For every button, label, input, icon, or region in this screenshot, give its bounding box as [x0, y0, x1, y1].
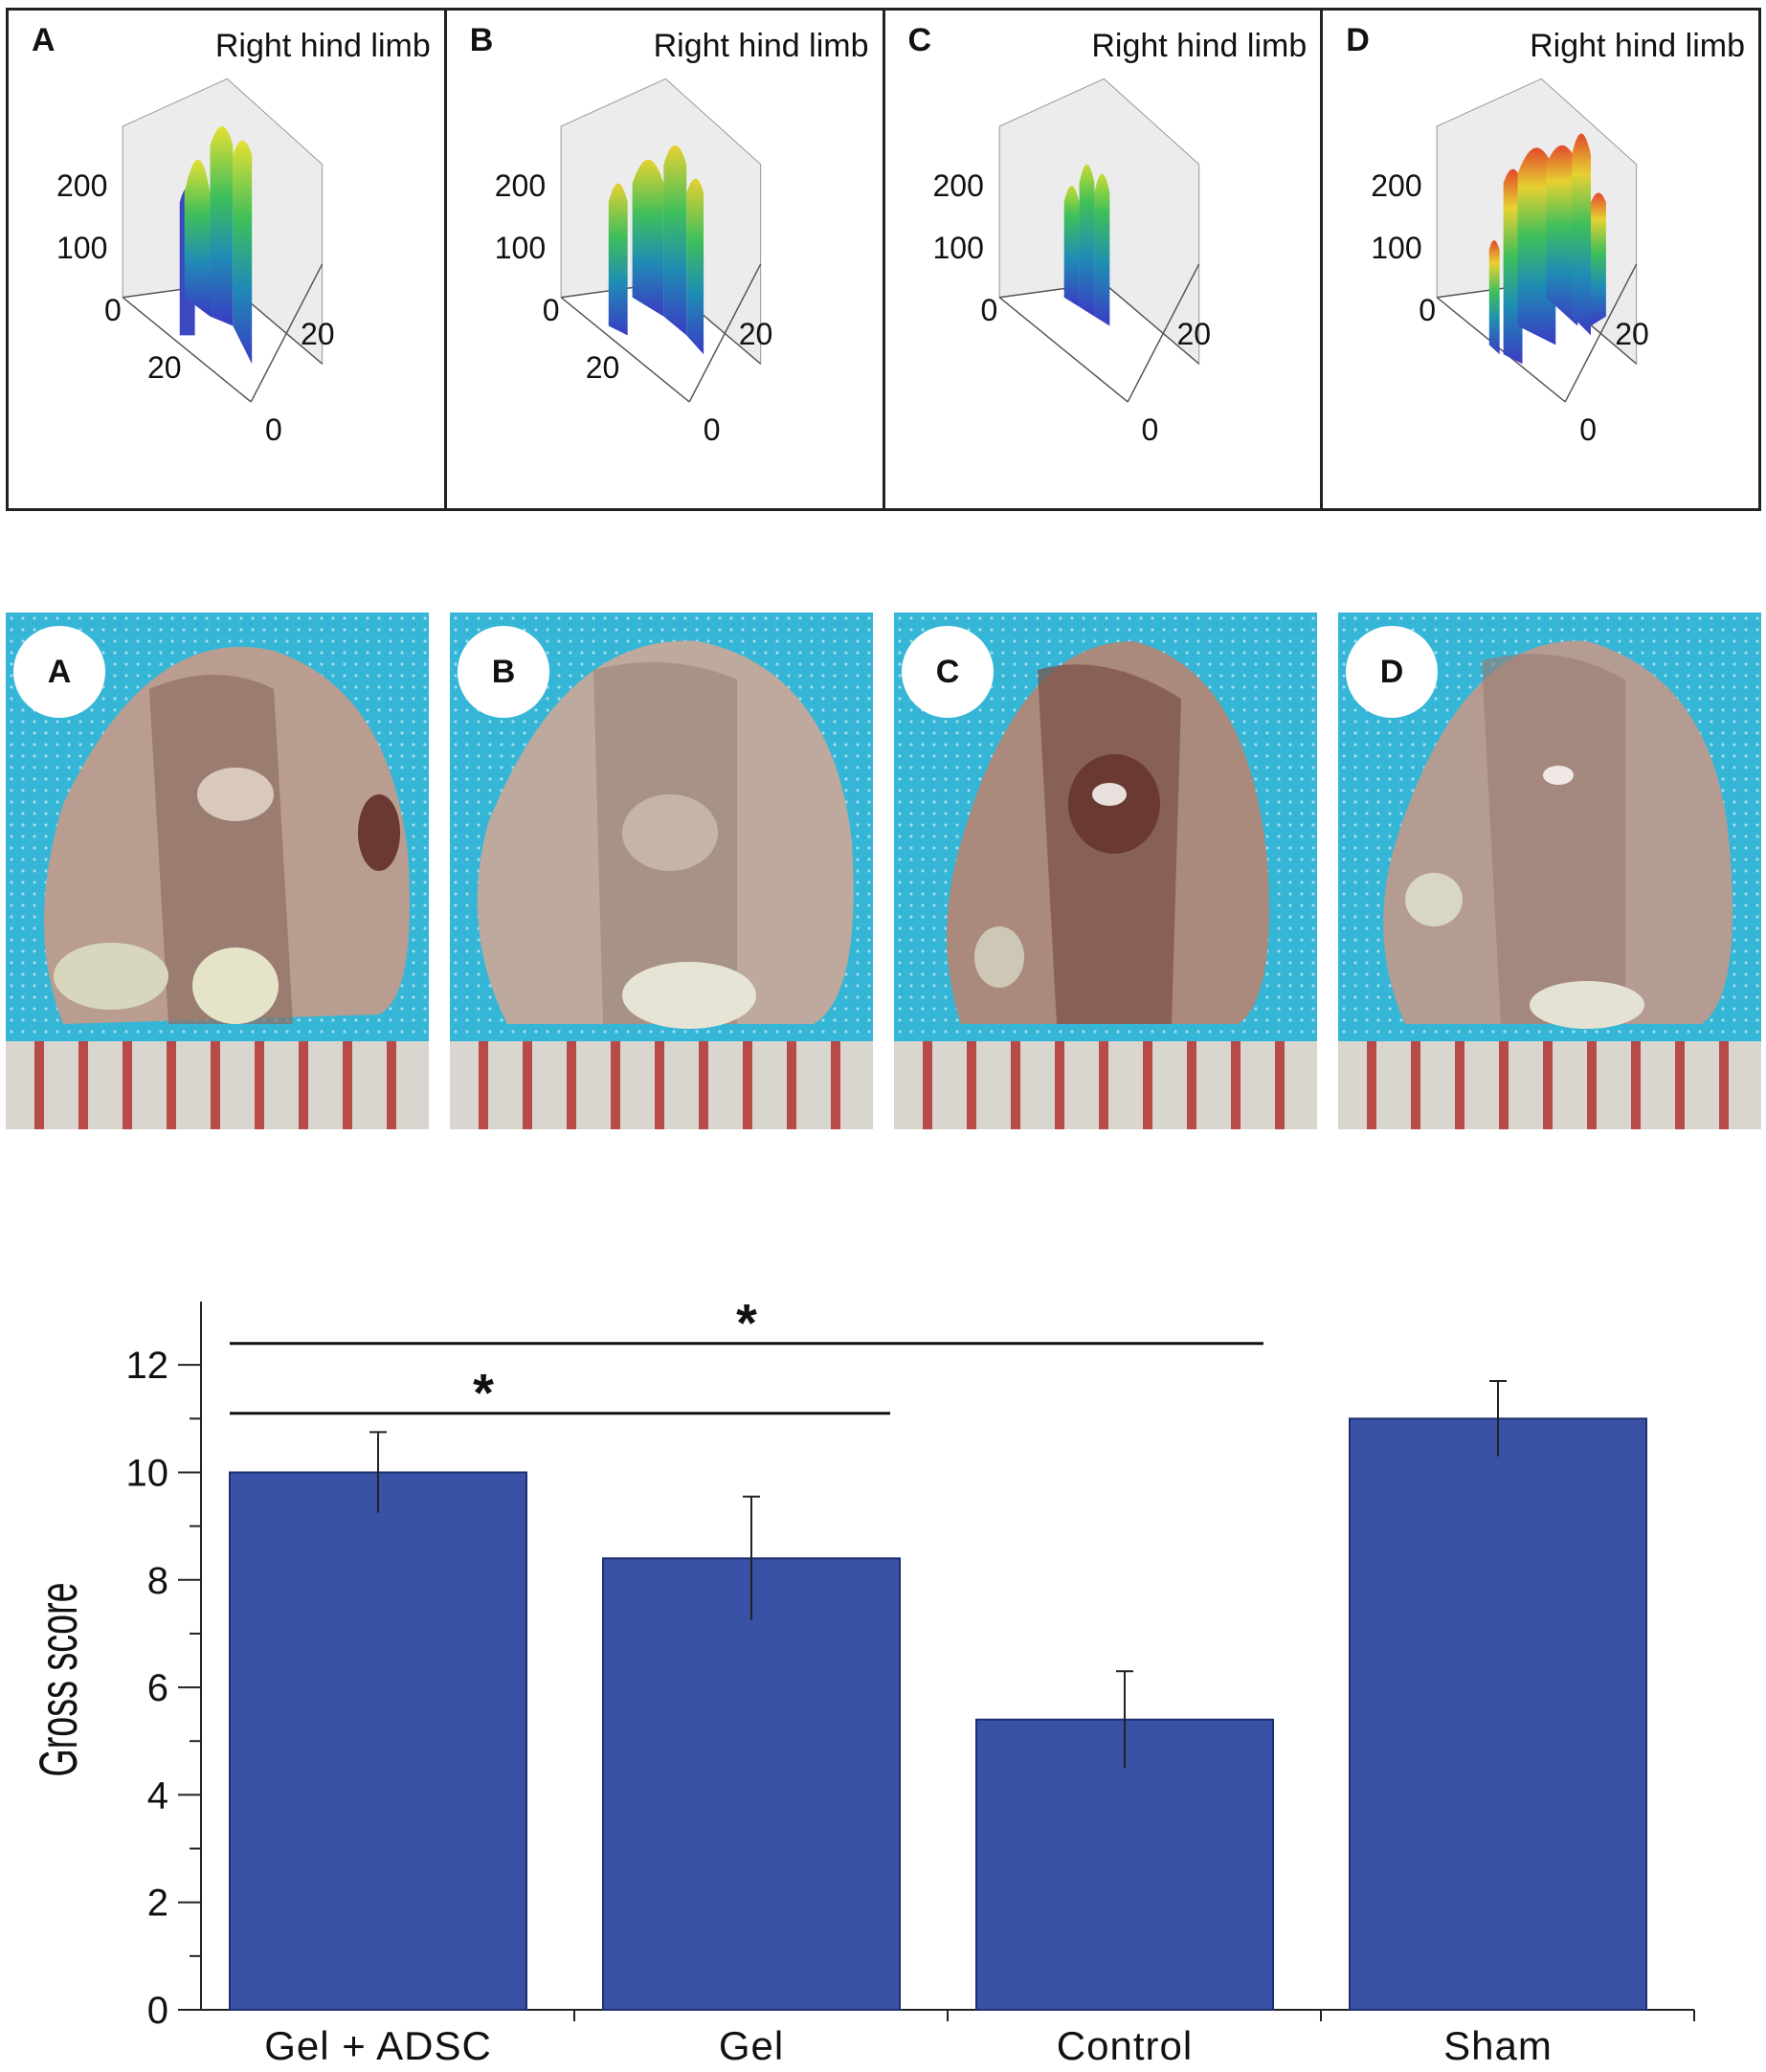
panel-title: Right hind limb: [1091, 28, 1308, 64]
specimen-photo-a: A: [6, 613, 429, 1129]
surface-plot-c: [998, 78, 1199, 403]
z-tick-100: 100: [494, 231, 547, 265]
y-tick-20: 20: [147, 350, 182, 385]
specimen-image: [947, 641, 1269, 1024]
surface-plot-row: A Right hind limb 200 100 0 20 20 0: [6, 8, 1761, 511]
y-tick-label: 6: [147, 1667, 168, 1709]
z-tick-100: 100: [932, 231, 984, 265]
surface-panel-c: C Right hind limb 200 100 0 20 0: [885, 11, 1324, 508]
y-tick-20: 20: [585, 350, 620, 385]
y-tick-0: 0: [1141, 412, 1159, 447]
panel-label: B: [469, 22, 494, 58]
z-tick-200: 200: [494, 168, 547, 203]
surface-panel-b: B Right hind limb 200 100 0 20 20 0: [447, 11, 885, 508]
bar-gel: [602, 1557, 901, 2011]
specimen-image: [1383, 640, 1732, 1029]
z-tick-100: 100: [56, 231, 108, 265]
bar-sham: [1349, 1417, 1647, 2012]
z-tick-200: 200: [932, 168, 984, 203]
surface-panel-d: D Right hind limb 200 100 0 20 0: [1323, 11, 1758, 508]
specimen-image: [44, 646, 410, 1024]
y-tick-0: 0: [1579, 412, 1598, 447]
specimen-image: [477, 640, 854, 1029]
panel-title: Right hind limb: [1530, 28, 1745, 64]
significance-star: *: [473, 1363, 494, 1423]
significance-star: *: [736, 1293, 757, 1353]
panel-label: D: [1346, 22, 1370, 58]
x-category-label: Sham: [1443, 2023, 1553, 2067]
specimen-photo-row: A B C D: [6, 613, 1761, 1129]
z-tick-100: 100: [1371, 231, 1422, 265]
y-tick-label: 12: [126, 1345, 169, 1387]
bar-chart-svg: 0 2 4 6 8 10 12 Gross score Gel + ADSC Gel Control…: [30, 1293, 1695, 2068]
x-tick-20: 20: [738, 317, 773, 351]
photo-label-badge: C: [902, 626, 994, 718]
photo-label-badge: A: [13, 626, 105, 718]
y-tick-20: 20: [1615, 317, 1649, 351]
x-category-label: Control: [1057, 2023, 1193, 2067]
z-tick-200: 200: [1371, 168, 1422, 203]
z-tick-0: 0: [104, 293, 122, 327]
y-tick-0: 0: [265, 412, 282, 447]
y-tick-0: 0: [703, 412, 721, 447]
y-tick-label: 10: [126, 1452, 169, 1494]
y-tick-label: 4: [147, 1774, 168, 1816]
panel-label: C: [907, 22, 932, 58]
x-tick-20: 20: [301, 317, 335, 351]
x-category-label: Gel: [719, 2023, 784, 2067]
gross-score-bar-chart: 0 2 4 6 8 10 12 Gross score Gel + ADSC Gel Control…: [0, 1282, 1766, 2068]
y-axis-label: Gross score: [30, 1582, 89, 1776]
photo-label-badge: D: [1346, 626, 1438, 718]
z-tick-200: 200: [56, 168, 108, 203]
y-tick-20: 20: [1176, 317, 1212, 351]
specimen-photo-c: C: [894, 613, 1317, 1129]
bar-gel-adsc: [229, 1471, 527, 2011]
specimen-photo-d: D: [1338, 613, 1761, 1129]
y-tick-label: 2: [147, 1883, 168, 1925]
y-tick-label: 8: [147, 1560, 168, 1602]
z-tick-0: 0: [1419, 293, 1437, 327]
photo-label-badge: B: [458, 626, 549, 718]
x-category-label: Gel + ADSC: [264, 2023, 492, 2067]
y-tick-label: 0: [147, 1990, 168, 2032]
panel-label: A: [32, 22, 56, 58]
surface-plot-a: [122, 78, 324, 403]
surface-plot-b: [560, 78, 762, 403]
panel-title: Right hind limb: [653, 28, 869, 64]
panel-title: Right hind limb: [214, 28, 431, 64]
z-tick-0: 0: [542, 293, 560, 327]
specimen-photo-b: B: [450, 613, 873, 1129]
z-tick-0: 0: [980, 293, 998, 327]
surface-plot-d: [1436, 78, 1638, 403]
surface-panel-a: A Right hind limb 200 100 0 20 20 0: [9, 11, 447, 508]
bar-control: [975, 1718, 1274, 2011]
